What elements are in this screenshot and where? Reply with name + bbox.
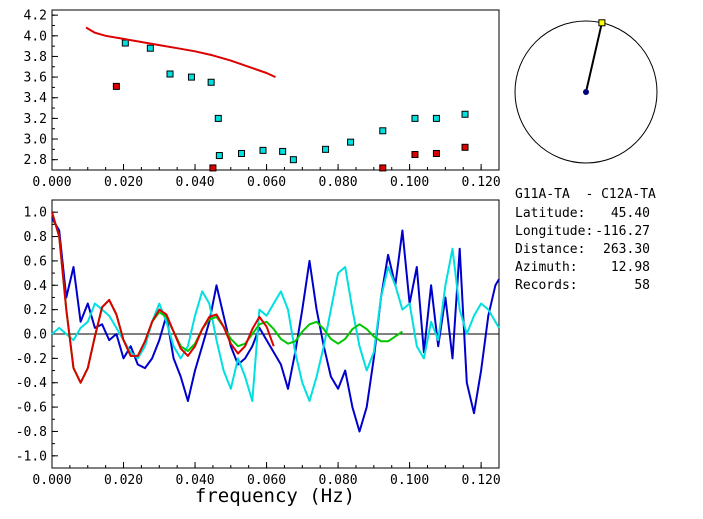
x-tick-label: 0.060 [247, 473, 286, 488]
y-tick-label: 3.6 [24, 71, 47, 86]
series-line [85, 26, 276, 79]
data-point [121, 39, 129, 47]
azimuth-dial [514, 19, 658, 164]
data-point [461, 143, 469, 151]
series-line [51, 211, 275, 384]
data-point [411, 114, 419, 122]
x-tick-label: 0.000 [32, 473, 71, 488]
data-point [322, 145, 330, 153]
correlation-panel: 0.000 0.020 0.040 0.060 0.080 0.100 0.120 -1.0 -… [16, 199, 501, 507]
dispersion-marks [85, 26, 469, 172]
dispersion-axes: 0.000 0.020 0.040 0.060 0.080 0.100 0.120 2.8 3.… [24, 9, 501, 190]
y-tick-label: -1.0 [16, 449, 47, 464]
x-tick-label: 0.000 [32, 175, 71, 190]
correlation-marks [51, 211, 500, 433]
y-tick-label: 3.2 [24, 112, 47, 127]
y-tick-label: -0.8 [16, 425, 47, 440]
y-tick-label: 0.6 [24, 254, 47, 269]
latitude-value: 45.40 [611, 206, 650, 221]
dispersion-panel: 0.000 0.020 0.040 0.060 0.080 0.100 0.120 2.8 3.… [24, 9, 501, 190]
x-tick-label: 0.060 [247, 175, 286, 190]
distance-label: Distance: [515, 242, 585, 257]
x-tick-label: 0.100 [390, 473, 429, 488]
y-tick-label: 2.8 [24, 153, 47, 168]
data-point [146, 44, 154, 52]
x-tick-label: 0.120 [462, 473, 501, 488]
x-tick-label: 0.080 [319, 175, 358, 190]
y-tick-label: 3.0 [24, 133, 47, 148]
records-value: 58 [634, 278, 650, 293]
data-point [379, 127, 387, 135]
y-tick-label: 3.4 [24, 91, 48, 106]
data-point [259, 146, 267, 154]
dispersion-plot-frame [51, 9, 500, 171]
data-point [215, 152, 223, 160]
data-point [209, 164, 217, 172]
data-point [238, 149, 246, 157]
y-tick-label: 0.4 [24, 279, 48, 294]
station-info: G11A-TA - C12A-TA Latitude: 45.40 Longit… [515, 187, 656, 293]
x-tick-label: 0.020 [104, 473, 143, 488]
records-label: Records: [515, 278, 578, 293]
y-tick-label: 0.8 [24, 230, 47, 245]
dial-needle [585, 22, 603, 93]
data-point [112, 82, 120, 90]
data-point [432, 149, 440, 157]
longitude-label: Longitude: [515, 224, 593, 239]
y-tick-label: 3.8 [24, 50, 47, 65]
data-point [347, 138, 355, 146]
x-tick-label: 0.120 [462, 175, 501, 190]
y-tick-label: 4.2 [24, 9, 47, 24]
data-point [207, 78, 215, 86]
data-point [379, 164, 387, 172]
longitude-value: -116.27 [595, 224, 650, 239]
series-line [51, 217, 500, 433]
data-point [432, 114, 440, 122]
y-tick-label: 0.0 [24, 328, 47, 343]
azimuth-value: 12.98 [611, 260, 650, 275]
x-tick-label: 0.100 [390, 175, 429, 190]
x-axis-label: frequency (Hz) [195, 485, 355, 507]
data-point [187, 73, 195, 81]
y-tick-label: -0.6 [16, 401, 47, 416]
data-point [461, 110, 469, 118]
x-tick-label: 0.040 [175, 175, 214, 190]
dial-tip-marker [598, 19, 606, 27]
azimuth-label: Azimuth: [515, 260, 578, 275]
x-tick-label: 0.040 [175, 473, 214, 488]
latitude-label: Latitude: [515, 206, 585, 221]
data-point [279, 147, 287, 155]
correlation-axes: 0.000 0.020 0.040 0.060 0.080 0.100 0.120 -1.0 -… [16, 199, 501, 488]
dial-circle [514, 20, 658, 164]
y-tick-label: -0.4 [16, 376, 47, 391]
data-point [411, 151, 419, 159]
data-point [214, 114, 222, 122]
y-tick-label: 0.2 [24, 303, 47, 318]
data-point [166, 70, 174, 78]
x-tick-label: 0.080 [319, 473, 358, 488]
distance-value: 263.30 [603, 242, 650, 257]
y-tick-label: 4.0 [24, 29, 47, 44]
y-tick-label: -0.2 [16, 352, 47, 367]
data-point [289, 156, 297, 164]
dial-center-dot [583, 89, 589, 95]
y-tick-label: 1.0 [24, 206, 47, 221]
station-pair: G11A-TA - C12A-TA [515, 187, 656, 202]
x-tick-label: 0.020 [104, 175, 143, 190]
